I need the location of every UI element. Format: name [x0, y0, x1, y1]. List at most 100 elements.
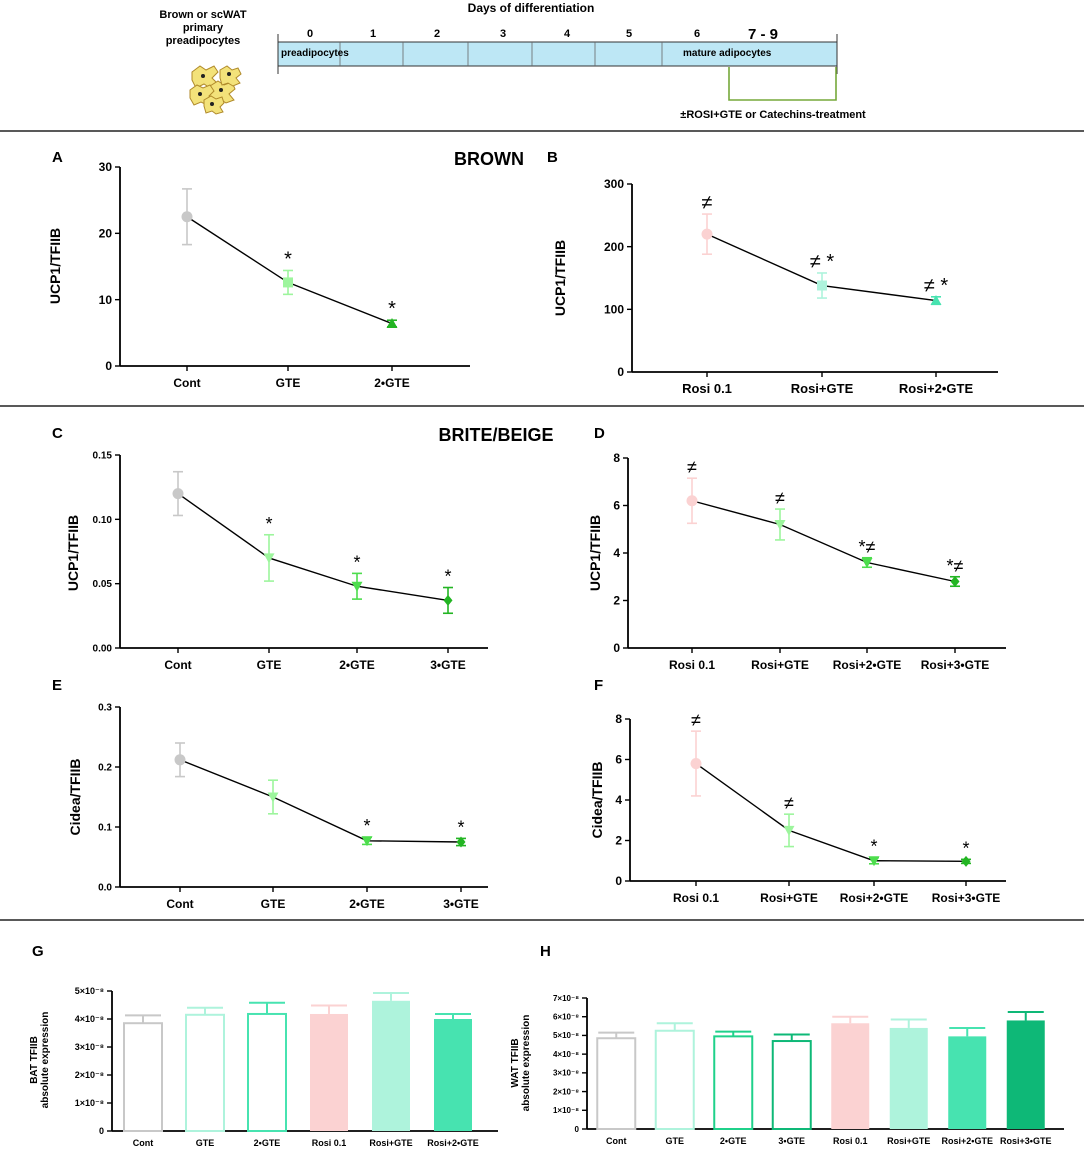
x-tick-label: Cont — [606, 1136, 627, 1146]
significance-mark: ≠ — [784, 793, 794, 813]
y-tick-label: 4 — [613, 546, 620, 560]
panel-letter: A — [52, 149, 63, 166]
y-tick-label: 0.10 — [93, 515, 113, 526]
significance-mark: * — [353, 552, 360, 572]
panel-e: E 0.0 0.1 0.2 0.3 Cidea/TFIIB Cont GTE 2•GTE * 3•G… — [52, 677, 488, 911]
x-tick-label: Cont — [173, 376, 200, 390]
x-tick-label: Rosi 0.1 — [312, 1138, 347, 1148]
data-point-marker — [351, 581, 363, 592]
significance-mark: *≠ — [859, 537, 876, 557]
x-tick-label: Rosi+GTE — [760, 891, 818, 905]
timeline-day-label: 1 — [370, 28, 376, 40]
data-point-marker — [817, 280, 827, 291]
series-line — [695, 762, 967, 863]
y-tick-label: 100 — [604, 303, 624, 317]
x-tick-label: Rosi+GTE — [369, 1138, 412, 1148]
x-tick-label: GTE — [261, 897, 286, 911]
data-point-marker — [961, 855, 971, 867]
x-tick-label: Rosi+GTE — [791, 381, 854, 396]
significance-mark: ≠ — [702, 192, 713, 214]
panel-letter: H — [540, 943, 551, 960]
bar — [889, 1027, 928, 1129]
x-tick-label: GTE — [196, 1138, 215, 1148]
x-tick-label: Rosi+3•GTE — [921, 658, 990, 672]
significance-mark: * — [284, 248, 292, 270]
timeline-day-label: 3 — [500, 28, 506, 40]
data-point-marker — [172, 488, 184, 500]
panel-letter: G — [32, 943, 44, 960]
significance-mark: ≠ — [687, 457, 697, 477]
data-point-marker — [267, 792, 279, 803]
x-tick-label: 2•GTE — [339, 658, 375, 672]
y-tick-label: 0.15 — [93, 451, 113, 462]
data-point-marker — [263, 553, 275, 564]
x-tick-label: GTE — [276, 376, 301, 390]
y-tick-label: 0.05 — [93, 579, 113, 590]
timeline-day-label: 6 — [694, 28, 700, 40]
y-axis-label: Cidea/TFIIB — [589, 761, 605, 838]
data-point-marker — [181, 211, 193, 223]
panel-letter: B — [547, 149, 558, 166]
panel-d: D 0 2 4 6 8 UCP1/TFIIB Rosi 0.1 ≠ Rosi+GTE ≠ Rosi+2… — [587, 425, 1006, 672]
y-tick-label: 0 — [613, 641, 620, 655]
y-tick-label: 8 — [613, 451, 620, 465]
section-title-brown: BROWN — [454, 149, 524, 169]
data-point-marker — [686, 495, 698, 507]
data-point-marker — [690, 758, 702, 770]
data-point-marker — [783, 825, 795, 836]
y-tick-label: 3×10⁻⁸ — [553, 1069, 579, 1078]
x-tick-label: Rosi+2•GTE — [840, 891, 909, 905]
bar — [831, 1023, 870, 1129]
data-point-marker — [283, 277, 293, 288]
y-tick-label: 6×10⁻⁸ — [553, 1013, 579, 1022]
bar — [434, 1019, 472, 1131]
y-tick-label: 2×10⁻⁸ — [553, 1087, 579, 1096]
data-point-marker — [386, 318, 398, 329]
timeline-day-label: 5 — [626, 28, 632, 40]
x-tick-label: 2•GTE — [374, 376, 410, 390]
data-point-marker — [950, 576, 960, 587]
significance-mark: * — [388, 298, 396, 320]
y-tick-label: 6 — [613, 499, 620, 513]
y-tick-label: 0.0 — [98, 883, 112, 894]
y-tick-label: 6 — [615, 753, 622, 767]
y-tick-label: 2 — [613, 594, 620, 608]
y-tick-label: 4 — [615, 793, 622, 807]
x-tick-label: 2•GTE — [349, 897, 385, 911]
y-tick-label: 2×10⁻⁸ — [75, 1070, 104, 1080]
treatment-label: ±ROSI+GTE or Catechins-treatment — [680, 109, 866, 121]
panel-a: A 0 10 20 30 UCP1/TFIIB Cont GTE * 2•GTE * — [47, 149, 470, 390]
data-point-marker — [861, 558, 873, 568]
x-tick-label: 3•GTE — [430, 658, 466, 672]
y-axis-label: absolute expression — [40, 1012, 51, 1109]
y-tick-label: 30 — [99, 160, 113, 174]
y-tick-label: 0 — [99, 1126, 104, 1136]
x-tick-label: Cont — [133, 1138, 154, 1148]
y-tick-label: 200 — [604, 240, 624, 254]
series-line — [691, 500, 956, 583]
significance-mark: * — [870, 837, 877, 857]
significance-mark: ≠ * — [810, 251, 835, 273]
significance-mark: * — [457, 817, 464, 837]
y-tick-label: 2 — [615, 834, 622, 848]
x-tick-label: Rosi+2•GTE — [899, 381, 974, 396]
y-tick-label: 0 — [617, 365, 624, 379]
y-tick-label: 1×10⁻⁸ — [75, 1098, 104, 1108]
bar — [310, 1013, 348, 1131]
x-tick-label: 3•GTE — [778, 1136, 805, 1146]
panel-h: H 0 1×10⁻⁸ 2×10⁻⁸ 3×10⁻⁸ 4×10⁻⁸ 5×10⁻⁸ 6×10⁻⁸ 7×… — [510, 943, 1064, 1146]
timeline-title: Days of differentiation — [468, 1, 595, 15]
x-tick-label: 2•GTE — [254, 1138, 281, 1148]
data-point-marker — [701, 228, 713, 240]
y-tick-label: 3×10⁻⁸ — [75, 1042, 104, 1052]
y-tick-label: 10 — [99, 293, 113, 307]
x-tick-label: Rosi+GTE — [887, 1136, 930, 1146]
header-schematic: Brown or scWAT primary preadipocytes Day… — [159, 1, 866, 121]
treatment-bracket — [728, 67, 837, 101]
timeline-ticks — [277, 34, 838, 74]
y-tick-label: 300 — [604, 177, 624, 191]
significance-mark: * — [363, 816, 370, 836]
y-tick-label: 20 — [99, 227, 113, 241]
panel-b: B 0 100 200 300 UCP1/TFIIB Rosi 0.1 ≠ Rosi+GTE ≠ … — [547, 149, 998, 396]
